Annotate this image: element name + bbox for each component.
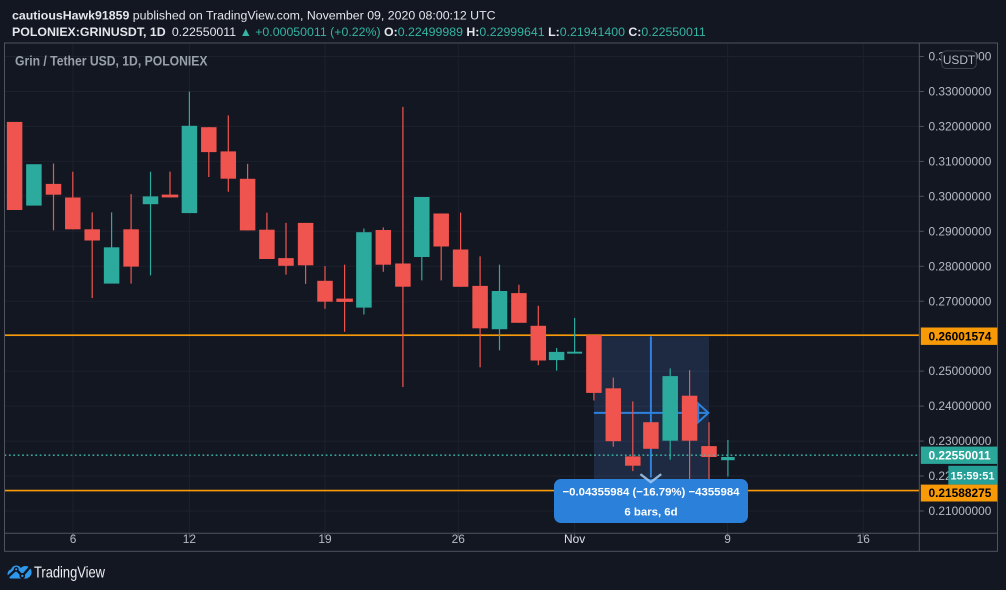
svg-text:0.21588275: 0.21588275 bbox=[929, 486, 992, 500]
svg-text:0.29000000: 0.29000000 bbox=[929, 224, 992, 238]
svg-text:0.28000000: 0.28000000 bbox=[929, 259, 992, 273]
svg-text:0.27000000: 0.27000000 bbox=[929, 294, 992, 308]
svg-text:0.25000000: 0.25000000 bbox=[929, 364, 992, 378]
svg-text:16: 16 bbox=[857, 532, 871, 546]
svg-text:cautiousHawk91859 published on: cautiousHawk91859 published on TradingVi… bbox=[12, 9, 496, 23]
svg-text:6 bars, 6d: 6 bars, 6d bbox=[624, 507, 677, 519]
svg-text:0.22550011: 0.22550011 bbox=[929, 448, 992, 462]
svg-text:9: 9 bbox=[724, 532, 731, 546]
svg-text:0.31000000: 0.31000000 bbox=[929, 155, 992, 169]
svg-text:0.21000000: 0.21000000 bbox=[929, 504, 992, 518]
svg-text:15:59:51: 15:59:51 bbox=[950, 470, 994, 482]
svg-text:USDT: USDT bbox=[943, 53, 975, 67]
svg-text:Grin / Tether USD, 1D, POLONIE: Grin / Tether USD, 1D, POLONIEX bbox=[15, 54, 208, 69]
svg-text:0.26001574: 0.26001574 bbox=[929, 329, 992, 343]
svg-text:POLONIEX:GRINUSDT, 1D 0.225500: POLONIEX:GRINUSDT, 1D 0.22550011 ▲ +0.00… bbox=[12, 25, 706, 39]
svg-text:26: 26 bbox=[452, 532, 466, 546]
svg-text:19: 19 bbox=[318, 532, 332, 546]
svg-text:6: 6 bbox=[70, 532, 77, 546]
svg-text:Nov: Nov bbox=[564, 532, 585, 546]
svg-text:0.33000000: 0.33000000 bbox=[929, 85, 992, 99]
svg-text:−0.04355984 (−16.79%) −4355984: −0.04355984 (−16.79%) −4355984 bbox=[562, 487, 740, 499]
svg-text:0.30000000: 0.30000000 bbox=[929, 189, 992, 203]
svg-text:0.32000000: 0.32000000 bbox=[929, 120, 992, 134]
svg-text:12: 12 bbox=[183, 532, 197, 546]
svg-text:TradingView: TradingView bbox=[34, 564, 105, 581]
svg-text:0.24000000: 0.24000000 bbox=[929, 399, 992, 413]
svg-text:0.23000000: 0.23000000 bbox=[929, 434, 992, 448]
